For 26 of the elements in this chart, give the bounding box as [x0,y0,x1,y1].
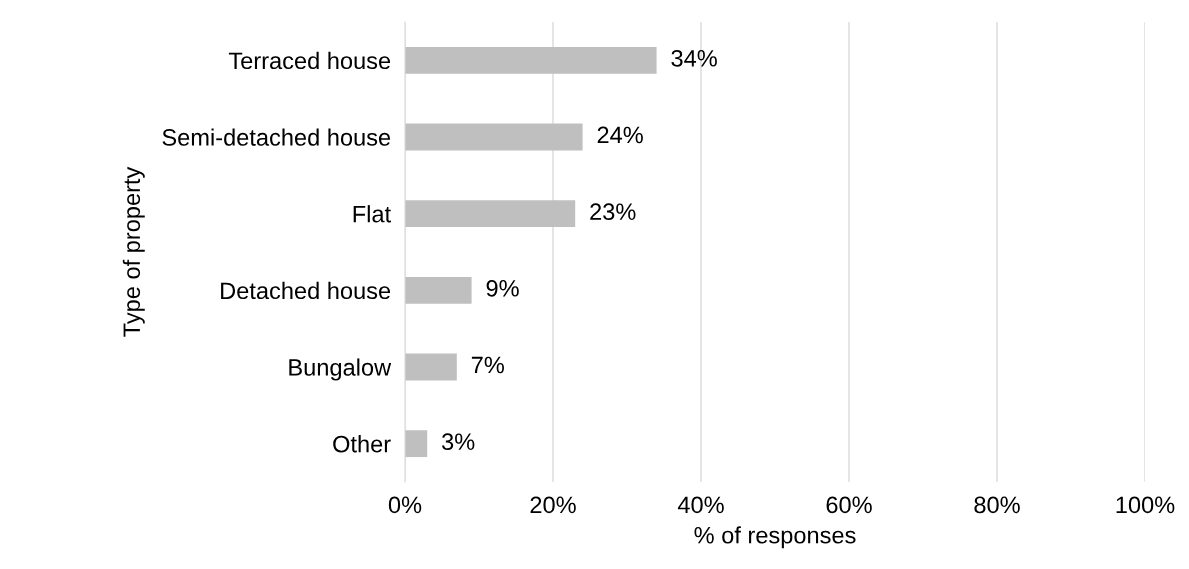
x-tick-label: 60% [826,496,872,514]
y-tick-label: Terraced house [228,51,391,70]
data-label: 9% [486,279,519,297]
x-tick-label: 80% [974,496,1020,514]
data-label: 24% [597,126,643,144]
data-label: 23% [590,203,636,220]
y-tick-label: Bungalow [289,358,392,381]
bar [405,46,657,74]
data-label: 3% [441,433,475,450]
bar [405,353,457,381]
data-label: 7% [471,356,504,374]
x-tick-label: 40% [677,496,724,514]
x-tick-label: 100% [1116,496,1175,514]
data-label: 34% [671,49,717,67]
y-tick-label: Semi-detached house [162,128,391,146]
bar [405,123,583,151]
x-tick-label: 20% [530,496,576,514]
y-axis-title: Type of property [122,166,145,337]
bar [405,276,472,304]
x-axis-title: % of responses [694,526,856,549]
bar [405,200,576,228]
y-tick-label: Detached house [221,281,391,300]
bar [405,430,428,458]
y-tick-label: Other [333,435,391,453]
x-tick-label: 0% [388,496,422,514]
y-tick-label: Flat [353,205,391,223]
